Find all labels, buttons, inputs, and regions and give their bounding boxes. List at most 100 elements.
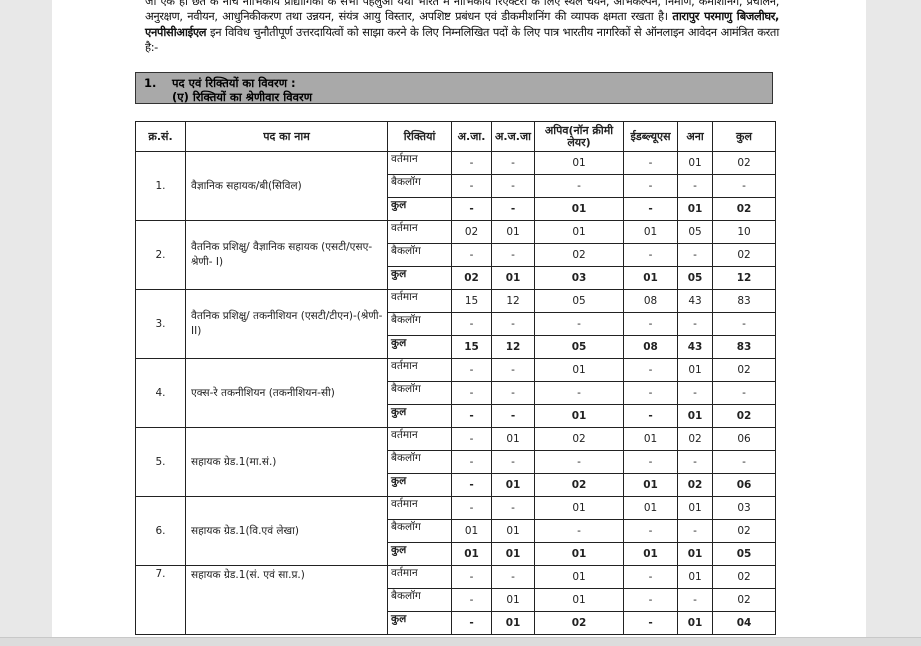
vacancy-count: - [623, 197, 678, 221]
vacancy-count: 01 [623, 473, 678, 497]
vacancy-count: 02 [677, 473, 713, 497]
column-header: रिक्तियां [387, 121, 452, 152]
vacancy-count: 05 [677, 266, 713, 290]
section-number: 1. [144, 76, 157, 90]
vacancy-count: 01 [534, 404, 624, 428]
post-name: वैतनिक प्रशिक्षु/ तकनीशियन (एसटी/टीएन)-(… [185, 289, 388, 359]
vacancy-type: बैकलॉग [387, 450, 452, 474]
vacancy-count: 15 [451, 289, 492, 313]
vacancy-count: 02 [712, 358, 776, 382]
vacancy-count: - [712, 174, 776, 198]
vacancy-count: 02 [451, 220, 492, 244]
table-row: बैकलॉग 01 01- - -02 [136, 519, 776, 543]
vacancy-count: - [677, 312, 713, 336]
table-row: 1. वैज्ञानिक सहायक/बी(सिविल) वर्तमान - -01-0… [135, 151, 776, 221]
vacancy-count: - [623, 358, 678, 382]
vacancy-count: 01 [534, 542, 624, 566]
vacancy-count: 01 [491, 266, 535, 290]
vacancy-count: 06 [712, 473, 776, 497]
vacancy-count: 03 [534, 266, 624, 290]
vacancy-count: - [451, 450, 492, 474]
table-row: बैकलॉग - -02- -02 [136, 243, 776, 267]
vacancy-count: - [491, 312, 535, 336]
vacancy-count: 04 [712, 611, 776, 635]
vacancy-count: - [534, 174, 624, 198]
table-row: बैकलॉग - - - - - - [136, 312, 776, 336]
vacancy-count: - [623, 519, 678, 543]
vacancy-count: 01 [534, 588, 624, 612]
vacancy-count: 02 [712, 519, 776, 543]
intro-text-end: इन विविध चुनौतीपूर्ण उत्तरदायित्वों को स… [145, 24, 779, 55]
table-row: बैकलॉग - - - - - - [136, 174, 776, 198]
vacancy-type: वर्तमान [387, 496, 452, 520]
post-name: सहायक ग्रेड.1(वि.एवं लेखा) [185, 496, 388, 566]
vacancy-count: - [491, 243, 535, 267]
vacancy-count: 01 [451, 519, 492, 543]
vacancy-count: 15 [451, 335, 492, 359]
vacancy-count: - [677, 381, 713, 405]
serial-number: 4. [135, 358, 186, 428]
serial-number: 1. [135, 151, 186, 221]
vacancy-count: - [623, 174, 678, 198]
serial-number: 2. [135, 220, 186, 290]
vacancy-count: 01 [677, 565, 713, 589]
vacancy-count: 05 [712, 542, 776, 566]
table-header-row: क्र.सं. पद का नाम रिक्तियां अ.जा. अ.ज.जा अपिव… [135, 121, 776, 152]
vacancy-count: - [623, 151, 678, 175]
vacancy-count: 02 [712, 197, 776, 221]
vacancy-count: - [712, 312, 776, 336]
vacancy-type: कुल [387, 611, 452, 635]
vacancy-count: 02 [534, 473, 624, 497]
vacancy-count: 01 [623, 266, 678, 290]
column-header: अ.जा. [451, 121, 492, 152]
vacancy-count: 01 [491, 427, 535, 451]
vacancy-type: वर्तमान [387, 151, 452, 175]
vacancy-count: 08 [623, 289, 678, 313]
vacancy-count: 12 [491, 335, 535, 359]
vacancy-type: बैकलॉग [387, 174, 452, 198]
vacancy-count: - [623, 611, 678, 635]
vacancy-count: 83 [712, 335, 776, 359]
vacancy-count: 01 [534, 358, 624, 382]
vacancy-type: वर्तमान [387, 565, 452, 589]
column-header: पद का नाम [185, 121, 388, 152]
vacancy-count: 01 [677, 151, 713, 175]
document-page: जो एक ही छत के नीचे नाभिकीय प्रौद्योगिकी… [52, 0, 866, 637]
vacancy-table: क्र.सं. पद का नाम रिक्तियां अ.जा. अ.ज.जा अपिव… [135, 121, 776, 635]
vacancy-count: - [623, 404, 678, 428]
vacancy-count: 02 [451, 266, 492, 290]
vacancy-count: 01 [623, 542, 678, 566]
vacancy-count: - [451, 496, 492, 520]
vacancy-count: 02 [677, 427, 713, 451]
vacancy-count: 02 [534, 243, 624, 267]
vacancy-count: 02 [712, 565, 776, 589]
vacancy-count: - [534, 381, 624, 405]
vacancy-count: - [451, 197, 492, 221]
table-row: कुल 01 01 01 01 01 05 [136, 542, 776, 566]
vacancy-count: 01 [491, 519, 535, 543]
table-row: 6. सहायक ग्रेड.1(वि.एवं लेखा) वर्तमान - -01 0… [135, 496, 776, 566]
vacancy-type: वर्तमान [387, 358, 452, 382]
vacancy-count: - [623, 381, 678, 405]
serial-number: 7. [135, 565, 186, 635]
vacancy-count: - [712, 381, 776, 405]
vacancy-count: - [623, 588, 678, 612]
vacancy-count: 02 [712, 151, 776, 175]
vacancy-count: 01 [534, 220, 624, 244]
vacancy-count: 01 [677, 611, 713, 635]
section-header: 1. पद एवं रिक्तियों का विवरण : (ए) रिक्त… [135, 72, 773, 104]
intro-text: जो एक ही छत के नीचे नाभिकीय प्रौद्योगिकी… [145, 0, 779, 24]
vacancy-type: कुल [387, 542, 452, 566]
section-subtitle: (ए) रिक्तियों का श्रेणीवार विवरण [172, 90, 313, 104]
vacancy-type: कुल [387, 335, 452, 359]
vacancy-count: 43 [677, 335, 713, 359]
vacancy-count: 05 [534, 335, 624, 359]
vacancy-count: 01 [677, 358, 713, 382]
vacancy-type: कुल [387, 404, 452, 428]
vacancy-count: 01 [677, 404, 713, 428]
vacancy-count: - [451, 565, 492, 589]
vacancy-count: - [677, 519, 713, 543]
vacancy-count: - [451, 151, 492, 175]
vacancy-count: - [491, 197, 535, 221]
horizontal-scrollbar[interactable] [0, 637, 921, 646]
